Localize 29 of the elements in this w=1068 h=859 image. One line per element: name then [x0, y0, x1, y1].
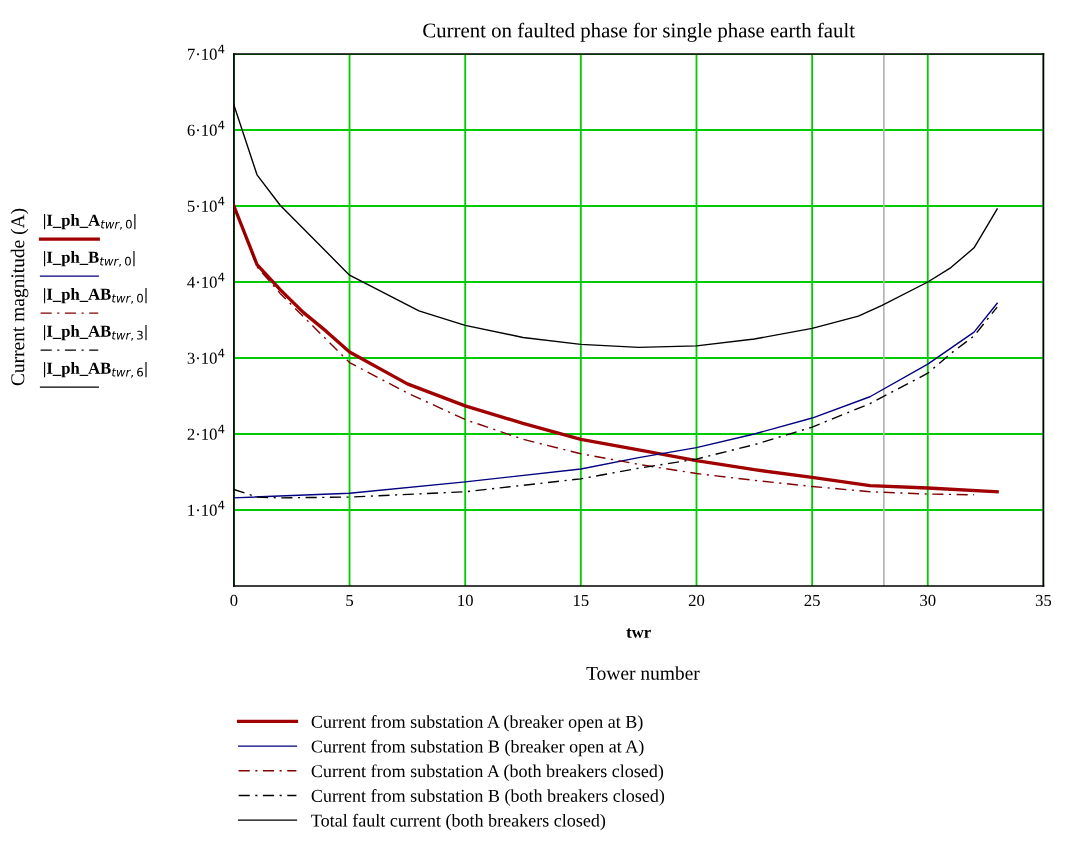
text: |I_ph_AB$_{twr,0}$| [43, 288, 147, 304]
legend-label: Total fault current (both breakers closed) [311, 813, 606, 831]
legend-label: Current from substation A (breaker open at B) [311, 715, 643, 732]
text: Current magnitude (A) [10, 208, 29, 386]
x-axis-title: twr [626, 628, 651, 638]
y-tick-label: 5·10$^{4}$ [187, 196, 225, 212]
x-tick-label: 30 [920, 594, 936, 607]
y-tick-label: 2·10$^{4}$ [187, 424, 225, 440]
x-tick-label: 35 [1035, 594, 1052, 607]
y-tick-label: 6·10$^{4}$ [187, 120, 225, 136]
y-tick-label: 1·10$^{4}$ [188, 500, 225, 516]
text: Tower number [586, 666, 700, 680]
x-tick-label: 5 [346, 594, 354, 607]
text: |I_ph_AB$_{twr,3}$| [43, 325, 147, 341]
x-tick-label: 10 [458, 594, 473, 607]
y-tick-label: 7·10$^{4}$ [187, 44, 225, 60]
x-tick-label: 15 [573, 594, 589, 607]
chart-title: Current on faulted phase for single phase earth fault [423, 22, 855, 42]
x-tick-label: 25 [804, 594, 820, 607]
legend-label: Current from substation A (both breakers closed) [311, 764, 664, 781]
y-tick-label: 4·10$^{4}$ [187, 272, 225, 288]
x-tick-label: 0 [230, 594, 238, 607]
legend-label: Current from substation B (breaker open at A) [311, 739, 644, 757]
text: |I_ph_B$_{twr,0}$| [43, 251, 135, 267]
y-tick-label: 3·10$^{4}$ [187, 348, 225, 364]
text: |I_ph_AB$_{twr,6}$| [43, 362, 147, 378]
x-tick-label: 20 [688, 594, 705, 607]
text: |I_ph_A$_{twr,0}$| [43, 214, 136, 230]
legend-label: Current from substation B (both breakers closed) [311, 789, 665, 806]
